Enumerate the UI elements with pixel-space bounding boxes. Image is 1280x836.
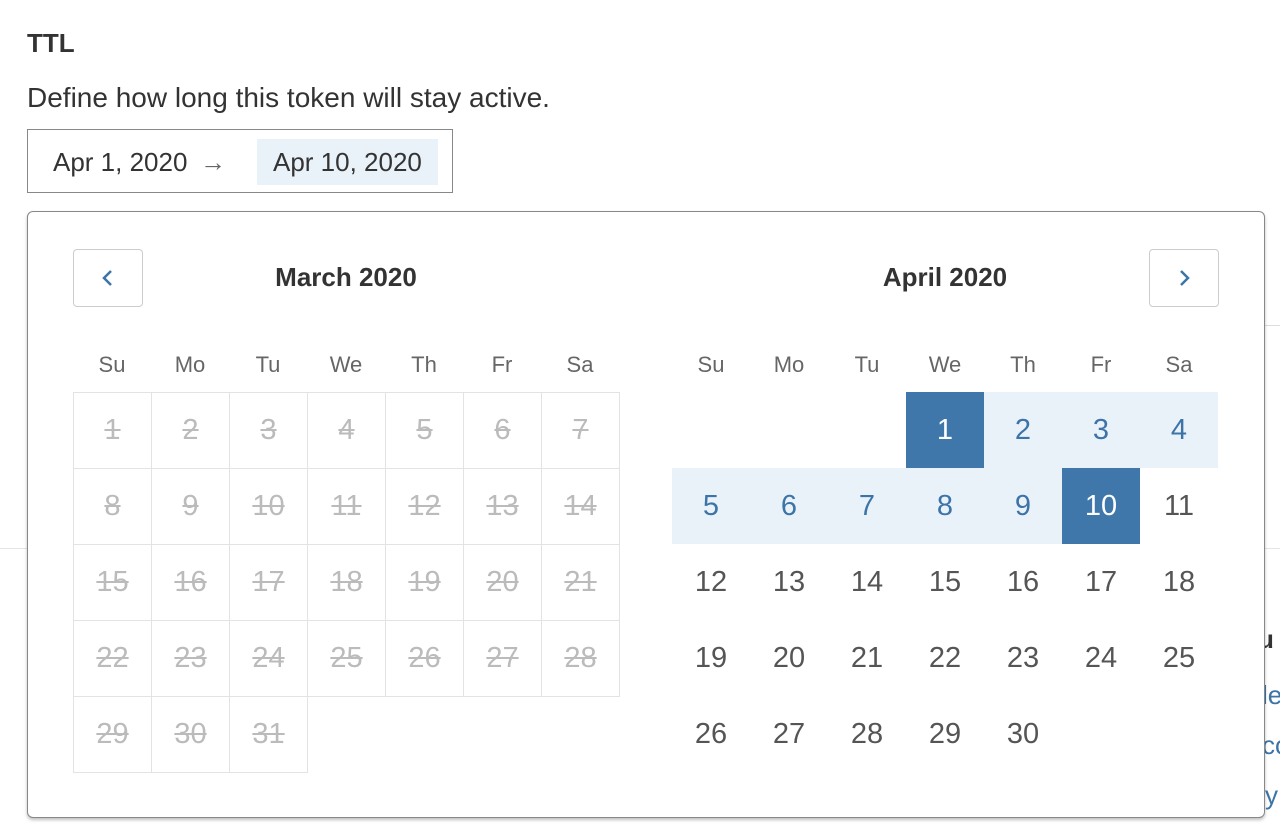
day-cell[interactable]: 29 [928, 717, 962, 750]
day-cell[interactable]: 30 [1006, 717, 1040, 750]
empty-cell [750, 392, 828, 468]
next-month-button[interactable] [1149, 249, 1219, 307]
start-date[interactable]: Apr 1, 2020 [53, 147, 188, 177]
weekday-label: Th [411, 352, 437, 377]
day-cell[interactable]: 18 [1162, 565, 1196, 598]
day-cell-disabled: 10 [229, 468, 308, 545]
day-cell-in-range[interactable]: 5 [672, 468, 750, 544]
month-march: Su Mo Tu We Th Fr Sa 1 2 3 4 5 6 7 8 9 10 11 12 13 14 15 16 17 1… [73, 352, 620, 773]
weekday-label: Tu [255, 352, 281, 377]
day-cell-in-range[interactable]: 8 [906, 468, 984, 544]
weekday-label: Fr [1090, 352, 1112, 377]
day-cell[interactable]: 12 [694, 565, 728, 598]
empty-cell [672, 392, 750, 468]
weekday-label: Tu [854, 352, 880, 377]
background-link[interactable]: co [1262, 730, 1280, 760]
day-cell-disabled: 31 [229, 696, 308, 773]
day-cell-disabled: 21 [541, 544, 620, 621]
day-cell-in-range[interactable]: 4 [1140, 392, 1218, 468]
section-description: Define how long this token will stay act… [27, 82, 550, 113]
day-cell-disabled: 8 [73, 468, 152, 545]
day-cell-disabled: 3 [229, 392, 308, 469]
background-link[interactable]: y [1265, 780, 1278, 810]
day-cell-disabled: 19 [385, 544, 464, 621]
day-cell[interactable]: 20 [772, 641, 806, 674]
weekday-label: We [928, 352, 962, 377]
day-cell[interactable]: 17 [1084, 565, 1118, 598]
day-cell-in-range[interactable]: 2 [984, 392, 1062, 468]
day-cell[interactable]: 27 [772, 717, 806, 750]
day-cell-disabled: 22 [73, 620, 152, 697]
section-title: TTL [27, 28, 75, 58]
chevron-left-icon [102, 270, 112, 286]
day-cell-in-range[interactable]: 7 [828, 468, 906, 544]
day-cell-disabled: 9 [151, 468, 230, 545]
day-cell-in-range[interactable]: 9 [984, 468, 1062, 544]
day-cell-disabled: 16 [151, 544, 230, 621]
day-cell-disabled: 15 [73, 544, 152, 621]
day-cell-disabled: 23 [151, 620, 230, 697]
month-title: April 2020 [882, 262, 1008, 292]
day-cell-disabled: 17 [229, 544, 308, 621]
date-picker-popup: March 2020 April 2020 Su Mo Tu We Th Fr Sa 1 2 3 4… [27, 211, 1265, 818]
day-cell-disabled: 13 [463, 468, 542, 545]
end-date[interactable]: Apr 10, 2020 [257, 139, 438, 185]
day-cell-in-range[interactable]: 6 [750, 468, 828, 544]
previous-month-button[interactable] [73, 249, 143, 307]
day-cell-disabled: 1 [73, 392, 152, 469]
day-cell-disabled: 27 [463, 620, 542, 697]
day-cell-disabled: 18 [307, 544, 386, 621]
date-range-input[interactable]: Apr 1, 2020 → Apr 10, 2020 [27, 129, 453, 193]
day-cell[interactable]: 11 [1163, 489, 1195, 522]
day-cell-selected[interactable]: 10 [1062, 468, 1140, 544]
day-cell-disabled: 4 [307, 392, 386, 469]
weekday-label: Sa [566, 352, 594, 377]
day-cell-disabled: 14 [541, 468, 620, 545]
day-cell-selected[interactable]: 1 [906, 392, 984, 468]
day-cell[interactable]: 19 [694, 641, 728, 674]
day-cell[interactable]: 21 [850, 641, 884, 674]
day-cell-disabled: 11 [307, 468, 386, 545]
day-cell[interactable]: 23 [1006, 641, 1040, 674]
day-cell-in-range[interactable]: 3 [1062, 392, 1140, 468]
month-april: Su Mo Tu We Th Fr Sa 1 2 3 4 5 6 7 8 9 10 11 12 13 14 15 16 17 1… [672, 352, 1218, 772]
empty-cell [828, 392, 906, 468]
day-cell-disabled: 2 [151, 392, 230, 469]
day-cell[interactable]: 24 [1084, 641, 1118, 674]
weekday-label: Mo [174, 352, 206, 377]
day-cell-disabled: 26 [385, 620, 464, 697]
day-cell-disabled: 6 [463, 392, 542, 469]
arrow-right-icon: → [200, 147, 226, 177]
month-title: March 2020 [275, 262, 417, 292]
day-cell[interactable]: 22 [928, 641, 962, 674]
weekday-label: Su [98, 352, 126, 377]
day-cell-disabled: 24 [229, 620, 308, 697]
day-cell[interactable]: 28 [850, 717, 884, 750]
day-cell[interactable]: 14 [850, 565, 884, 598]
day-cell-disabled: 29 [73, 696, 152, 773]
weekday-label: We [329, 352, 363, 377]
weekday-label: Sa [1165, 352, 1193, 377]
day-cell-disabled: 7 [541, 392, 620, 469]
weekday-label: Th [1010, 352, 1036, 377]
day-cell-disabled: 25 [307, 620, 386, 697]
day-cell[interactable]: 26 [694, 717, 728, 750]
day-cell-disabled: 20 [463, 544, 542, 621]
day-cell-disabled: 12 [385, 468, 464, 545]
weekday-label: Mo [773, 352, 805, 377]
day-cell[interactable]: 13 [772, 565, 806, 598]
weekday-label: Fr [491, 352, 513, 377]
day-cell[interactable]: 15 [928, 565, 962, 598]
day-cell-disabled: 28 [541, 620, 620, 697]
day-cell[interactable]: 25 [1162, 641, 1196, 674]
divider [1265, 325, 1280, 326]
chevron-right-icon [1180, 270, 1190, 286]
day-cell-disabled: 30 [151, 696, 230, 773]
day-cell-disabled: 5 [385, 392, 464, 469]
day-cell[interactable]: 16 [1006, 565, 1040, 598]
background-link[interactable]: le [1262, 680, 1280, 710]
weekday-label: Su [697, 352, 725, 377]
